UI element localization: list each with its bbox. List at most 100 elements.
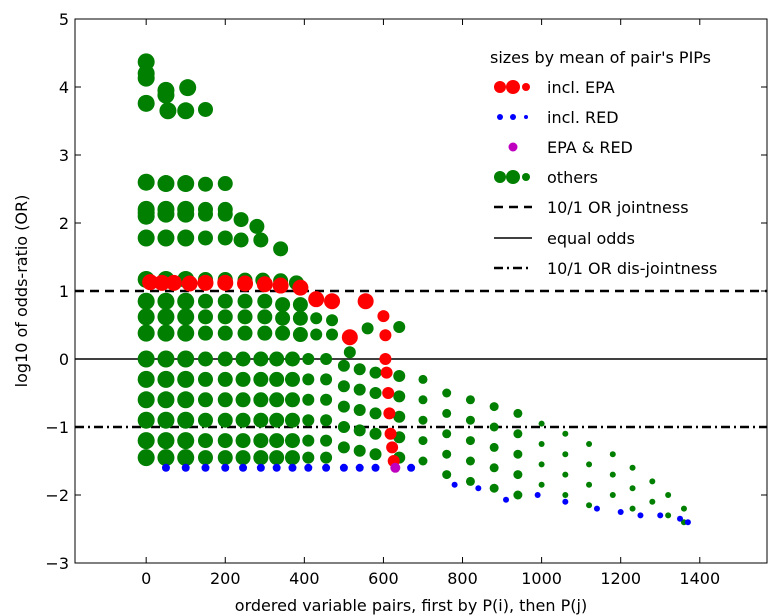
data-point <box>177 229 195 247</box>
data-point <box>257 325 273 341</box>
data-point <box>237 309 253 325</box>
data-point <box>157 308 175 326</box>
data-point <box>177 350 195 368</box>
data-point <box>157 324 175 342</box>
data-point <box>272 463 281 472</box>
data-point <box>609 451 616 458</box>
legend-label: incl. RED <box>547 108 619 127</box>
data-point <box>181 275 198 292</box>
data-point <box>513 470 523 480</box>
data-point <box>680 505 687 512</box>
data-point <box>380 366 393 379</box>
data-point <box>137 432 155 450</box>
data-point <box>320 373 333 386</box>
y-tick-label: 5 <box>59 10 69 29</box>
data-point <box>197 101 213 117</box>
y-axis-label: log10 of odds-ratio (OR) <box>12 195 31 388</box>
data-point <box>393 321 406 334</box>
data-point <box>292 297 308 313</box>
legend-label: others <box>547 168 598 187</box>
data-point <box>665 512 672 519</box>
data-point <box>379 329 392 342</box>
legend-marker <box>510 114 516 120</box>
x-tick-label: 800 <box>447 569 478 588</box>
data-point <box>629 485 636 492</box>
data-point <box>513 408 523 418</box>
data-point <box>284 433 300 449</box>
legend-marker <box>494 171 506 183</box>
data-point <box>465 476 475 486</box>
data-point <box>383 407 396 420</box>
data-point <box>684 519 691 526</box>
data-point <box>137 173 155 191</box>
data-point <box>137 69 155 87</box>
data-point <box>217 230 233 246</box>
data-point <box>353 424 366 437</box>
data-point <box>657 512 664 519</box>
data-point <box>382 387 395 399</box>
y-tick-label: 2 <box>59 214 69 233</box>
data-point <box>249 218 265 234</box>
data-point <box>137 391 155 409</box>
data-point <box>253 433 269 449</box>
data-point <box>197 325 213 341</box>
data-point <box>390 462 401 473</box>
data-point <box>137 449 155 467</box>
x-tick-label: 1000 <box>521 569 562 588</box>
data-point <box>442 388 452 398</box>
data-point <box>465 415 475 425</box>
data-point <box>256 463 265 472</box>
data-point <box>177 370 195 388</box>
data-point <box>357 293 374 310</box>
data-point <box>320 434 333 447</box>
x-tick-label: 1400 <box>679 569 720 588</box>
data-point <box>353 383 366 396</box>
data-point <box>337 359 350 372</box>
data-point <box>217 274 234 291</box>
legend-label: 10/1 OR dis-jointness <box>547 259 717 278</box>
data-point <box>197 293 213 309</box>
data-point <box>353 363 366 376</box>
legend-item: incl. RED <box>497 108 619 127</box>
data-point <box>284 450 300 466</box>
data-point <box>637 512 644 519</box>
data-point <box>677 515 684 522</box>
data-point <box>269 371 285 387</box>
data-point <box>629 505 636 512</box>
data-point <box>157 391 175 409</box>
data-point <box>177 391 195 409</box>
data-point <box>562 430 569 437</box>
data-point <box>284 412 300 428</box>
data-point <box>197 412 213 428</box>
data-point <box>361 322 374 335</box>
legend-item: equal odds <box>494 229 635 248</box>
data-point <box>235 371 251 387</box>
x-tick-label: 400 <box>289 569 320 588</box>
data-point <box>179 79 197 97</box>
data-point <box>418 456 428 466</box>
x-axis-ticks: 0 200 400 600 800 1000 1200 1400 <box>141 19 720 588</box>
legend-marker <box>506 170 520 184</box>
data-point <box>161 463 170 472</box>
data-point <box>235 412 251 428</box>
data-point <box>177 324 195 342</box>
y-tick-label: 4 <box>59 78 69 97</box>
data-point <box>253 351 269 367</box>
data-point <box>217 371 233 387</box>
data-point <box>593 505 600 512</box>
data-point <box>341 329 358 346</box>
data-point <box>513 490 523 500</box>
data-point <box>371 463 380 472</box>
data-point <box>320 393 333 406</box>
legend-marker <box>522 83 530 91</box>
data-point <box>253 450 269 466</box>
legend-marker <box>497 114 503 120</box>
data-point <box>489 442 499 452</box>
data-point <box>284 371 300 387</box>
data-point <box>197 450 213 466</box>
data-point <box>233 232 249 248</box>
data-point <box>538 441 545 447</box>
data-point <box>275 325 291 341</box>
data-point <box>292 310 308 326</box>
data-point <box>339 463 348 472</box>
